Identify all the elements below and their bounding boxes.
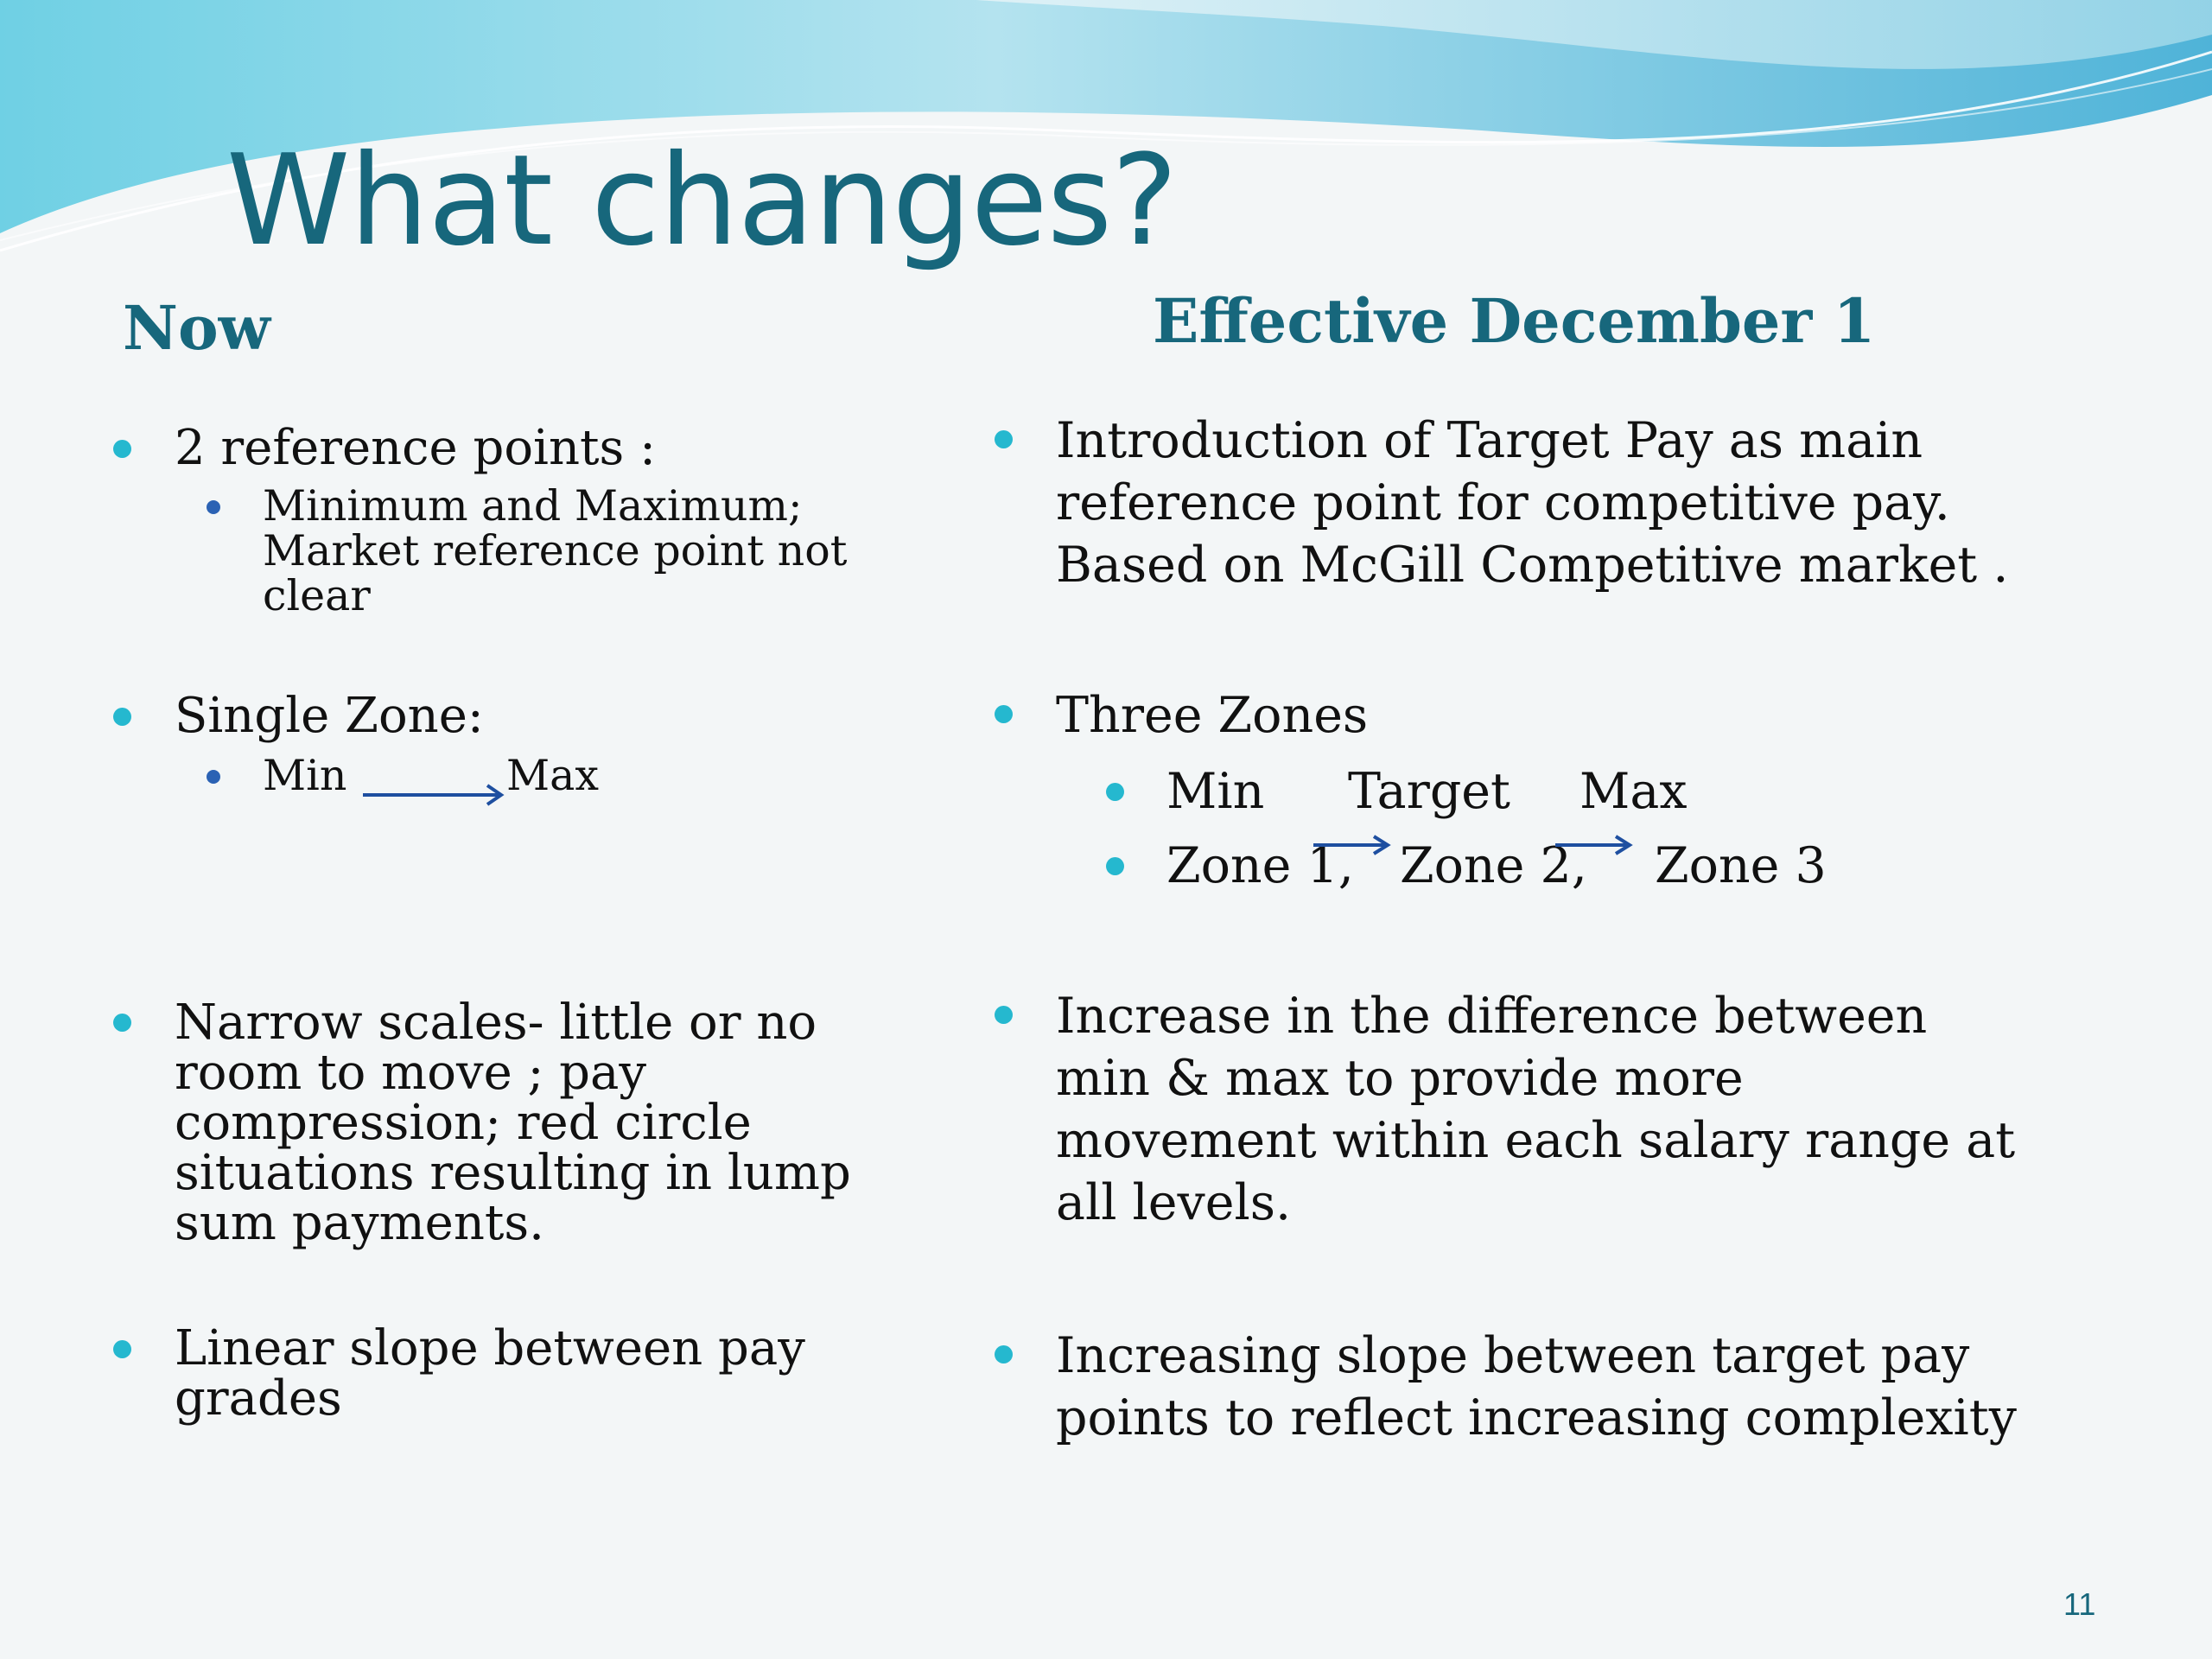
- bullet-icon: [113, 1014, 131, 1032]
- now-item1-sub-line: Market reference point not: [263, 526, 848, 575]
- effective-item1-line: Based on McGill Competitive market .: [1056, 537, 2009, 594]
- header-wave-decoration: [0, 0, 2212, 252]
- bullet-icon: [995, 1345, 1013, 1363]
- now-item4-line: Linear slope between pay: [175, 1320, 805, 1376]
- sub-bullet-icon: [207, 500, 220, 514]
- bullet-icon: [995, 1006, 1013, 1024]
- bullet-icon: [113, 440, 131, 458]
- effective-item1-line: Introduction of Target Pay as main: [1056, 412, 1923, 469]
- bullet-icon: [113, 1340, 131, 1358]
- bullet-icon: [995, 430, 1013, 448]
- arrow-right-icon: [1555, 835, 1633, 855]
- sub-bullet-icon: [1106, 857, 1124, 875]
- arrow-right-icon: [363, 784, 505, 806]
- zone-label-max: Max: [1580, 763, 1688, 820]
- now-item3-line: situations resulting in lump: [175, 1145, 851, 1201]
- now-item4-line: grades: [175, 1370, 342, 1427]
- now-item3-line: sum payments.: [175, 1195, 544, 1251]
- effective-item3-line: Increase in the difference between: [1056, 988, 1928, 1045]
- effective-item4-line: Increasing slope between target pay: [1056, 1327, 1970, 1384]
- now-item3-line: Narrow scales- little or no: [175, 995, 817, 1051]
- now-item1-text: 2 reference points :: [175, 420, 656, 476]
- arrow-right-icon: [1313, 835, 1391, 855]
- zone-label-zone3: Zone 3: [1655, 837, 1827, 894]
- zone-label-target: Target: [1348, 763, 1510, 820]
- now-item1-sub-line: Minimum and Maximum;: [263, 481, 803, 531]
- now-item2-text: Single Zone:: [175, 688, 484, 744]
- effective-item4-line: points to reflect increasing complexity: [1056, 1389, 2017, 1446]
- page-number: 11: [2063, 1586, 2096, 1622]
- sub-bullet-icon: [1106, 783, 1124, 801]
- bullet-icon: [113, 708, 131, 726]
- now-heading: Now: [123, 292, 270, 364]
- bullet-icon: [995, 705, 1013, 723]
- effective-heading: Effective December 1: [1153, 285, 1876, 357]
- effective-item2-text: Three Zones: [1056, 687, 1369, 744]
- now-item3-line: room to move ; pay: [175, 1045, 647, 1101]
- effective-item3-line: movement within each salary range at: [1056, 1112, 2016, 1169]
- slide-title: What changes?: [226, 128, 1178, 274]
- effective-item3-line: all levels.: [1056, 1174, 1292, 1231]
- effective-item3-line: min & max to provide more: [1056, 1050, 1744, 1107]
- zone-label-min: Min: [1166, 763, 1265, 820]
- now-item2-max: Max: [506, 751, 600, 800]
- effective-item1-line: reference point for competitive pay.: [1056, 474, 1950, 531]
- now-item1-sub-line: clear: [263, 571, 371, 620]
- now-item2-min: Min: [263, 751, 347, 800]
- sub-bullet-icon: [207, 770, 220, 784]
- now-item3-line: compression; red circle: [175, 1095, 752, 1151]
